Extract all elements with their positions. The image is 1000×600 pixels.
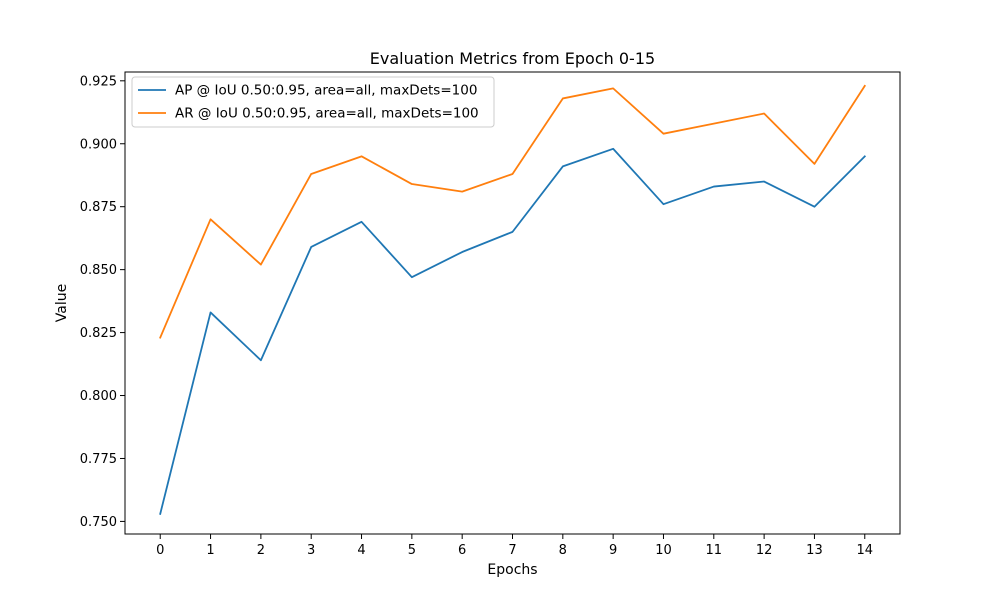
x-tick-label: 0: [156, 543, 164, 558]
x-tick-label: 4: [357, 543, 365, 558]
x-tick-label: 14: [856, 543, 873, 558]
legend: AP @ IoU 0.50:0.95, area=all, maxDets=10…: [131, 76, 495, 128]
y-tick-label: 0.925: [80, 74, 117, 89]
series-line-ar: [159, 84, 867, 339]
x-tick-label: 13: [806, 543, 823, 558]
x-tick-label: 2: [257, 543, 265, 558]
plot-layer: [159, 84, 867, 515]
x-tick-label: 1: [206, 543, 214, 558]
x-tick-label: 9: [609, 543, 617, 558]
y-tick-label: 0.875: [80, 200, 117, 215]
y-axis: 0.750 0.775 0.800 0.825 0.850 0.875 0.900 0.925: [80, 74, 125, 530]
x-tick-label: 8: [559, 543, 567, 558]
x-tick-label: 5: [408, 543, 416, 558]
chart-title: Evaluation Metrics from Epoch 0-15: [370, 49, 655, 68]
y-tick-label: 0.850: [80, 263, 117, 278]
x-tick-label: 3: [307, 543, 315, 558]
x-tick-label: 7: [508, 543, 516, 558]
legend-box: [131, 76, 495, 128]
series-line-ap: [159, 147, 867, 515]
y-tick-label: 0.825: [80, 326, 117, 341]
y-tick-label: 0.900: [80, 137, 117, 152]
y-axis-label: Value: [54, 284, 70, 322]
plot-frame: [124, 71, 901, 535]
x-tick-label: 11: [706, 543, 723, 558]
x-axis: 0 1 2 3 4 5 6 7 8 9 10 11 12 13 14: [156, 534, 873, 558]
y-tick-label: 0.800: [80, 389, 117, 404]
x-axis-label: Epochs: [487, 562, 537, 578]
legend-label: AP @ IoU 0.50:0.95, area=all, maxDets=10…: [175, 83, 477, 99]
x-tick-label: 6: [458, 543, 466, 558]
legend-label: AR @ IoU 0.50:0.95, area=all, maxDets=10…: [175, 106, 479, 122]
x-tick-label: 12: [756, 543, 773, 558]
x-tick-label: 10: [655, 543, 672, 558]
y-tick-label: 0.750: [80, 515, 117, 530]
y-tick-label: 0.775: [80, 452, 117, 467]
